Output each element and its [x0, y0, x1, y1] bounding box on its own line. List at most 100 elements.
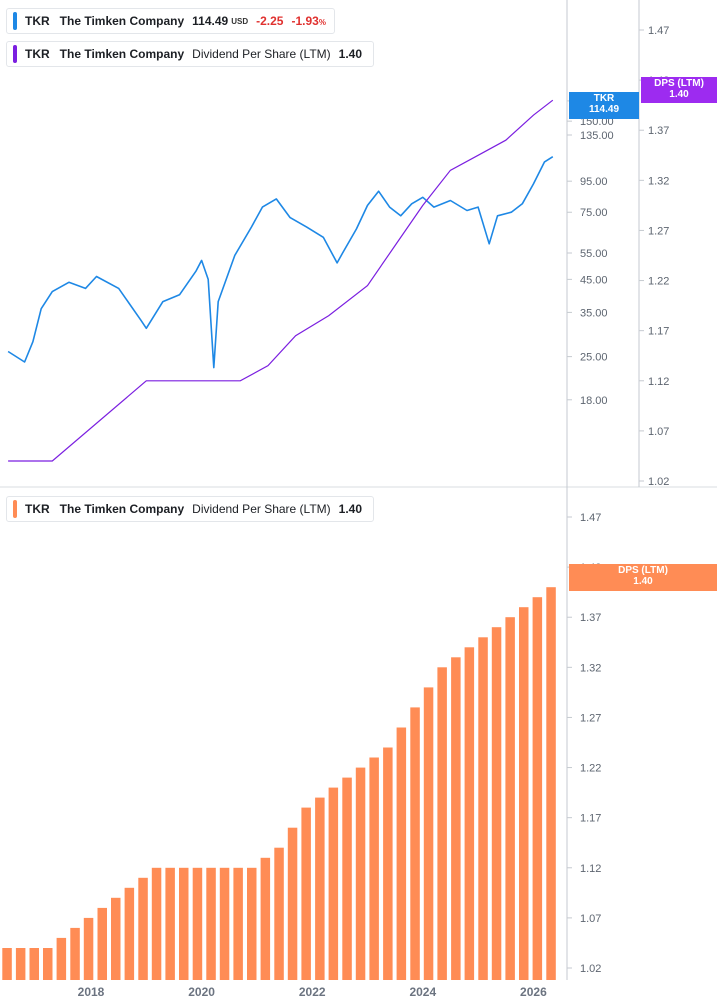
- bar-axis-tick-label: 1.47: [580, 512, 601, 524]
- dps-bar-chart-panel: [2, 587, 556, 980]
- dps-bar-swatch: [13, 500, 17, 518]
- x-axis-year-label: 2018: [78, 985, 105, 999]
- dps-axis-tick-label: 1.17: [648, 326, 669, 338]
- dps-bar: [97, 907, 107, 980]
- price-chart-panel: [7, 99, 554, 462]
- dps-last-value-tag-top: DPS (LTM) 1.40: [641, 77, 717, 103]
- price-series-line: [7, 156, 554, 369]
- dps-bar: [233, 867, 243, 980]
- dps-bar: [111, 897, 121, 980]
- dps-bar: [519, 607, 529, 980]
- price-last-value-tag: TKR 114.49: [569, 92, 639, 119]
- dps-bar: [342, 777, 352, 980]
- dps-bar: [396, 727, 407, 980]
- legend-price-value: 114.49: [192, 14, 229, 28]
- legend-company-name: The Timken Company: [59, 47, 185, 61]
- legend-company-name: The Timken Company: [59, 502, 185, 516]
- dps-bar: [423, 687, 434, 980]
- dps-series-line: [8, 99, 554, 462]
- bar-axis-tick-label: 1.02: [580, 963, 601, 975]
- dps-axis-tick-label: 1.22: [648, 276, 669, 288]
- bar-axis-tick-label: 1.22: [580, 763, 601, 775]
- dps-bar: [15, 948, 26, 980]
- dps-bar: [206, 867, 216, 980]
- price-axis-tick-label: 35.00: [580, 307, 608, 319]
- dps-bar: [70, 927, 80, 980]
- dps-axis-tick-label: 1.32: [648, 175, 669, 187]
- dps-axis-tick-label: 1.27: [648, 225, 669, 237]
- dps-bar: [179, 867, 189, 980]
- dps-bar: [315, 797, 325, 980]
- dps-bar: [532, 597, 543, 980]
- bar-axis-tick-label: 1.12: [580, 863, 601, 875]
- legend-ticker: TKR: [25, 502, 50, 516]
- dps-bar: [451, 657, 461, 980]
- dps-bar: [151, 867, 162, 980]
- legend-metric-name: Dividend Per Share (LTM): [192, 502, 331, 516]
- dps-bar: [546, 587, 556, 980]
- dps-bar: [165, 867, 175, 980]
- bar-axis-tick-label: 1.27: [580, 712, 601, 724]
- dps-last-value-tag-bottom: DPS (LTM) 1.40: [569, 564, 717, 591]
- dps-bar: [491, 627, 502, 980]
- dps-bar: [29, 948, 39, 980]
- dps-bar: [383, 747, 393, 980]
- dps-axis-tick-label: 1.12: [648, 376, 669, 388]
- legend-metric-value: 1.40: [338, 502, 363, 516]
- dps-bar: [83, 917, 94, 980]
- bar-axis-tick-label: 1.07: [580, 913, 601, 925]
- dps-bar: [464, 647, 475, 980]
- dps-bar: [43, 948, 53, 980]
- dps-bar: [247, 867, 257, 980]
- legend-price-change-pct: -1.93%: [291, 14, 326, 28]
- price-legend[interactable]: TKR The Timken Company 114.49 USD -2.25 …: [6, 8, 335, 34]
- dps-axis-tick-label: 1.37: [648, 125, 669, 137]
- dps-bar: [301, 807, 311, 980]
- legend-ticker: TKR: [25, 47, 50, 61]
- dps-axis-tick-label: 1.47: [648, 25, 669, 37]
- dps-bar: [355, 767, 366, 980]
- price-axis-tick-label: 95.00: [580, 176, 608, 188]
- bar-axis-tick-label: 1.37: [580, 612, 601, 624]
- price-series-swatch: [13, 12, 17, 30]
- dps-bar: [328, 787, 339, 980]
- x-axis-year-label: 2020: [188, 985, 215, 999]
- x-axis-year-label: 2022: [299, 985, 326, 999]
- legend-metric-name: Dividend Per Share (LTM): [192, 47, 331, 61]
- dps-bar: [260, 857, 271, 980]
- x-axis-year-label: 2024: [409, 985, 436, 999]
- price-axis-tick-label: 150.00: [580, 116, 614, 128]
- legend-currency: USD: [231, 16, 249, 26]
- dps-legend-bottom[interactable]: TKR The Timken Company Dividend Per Shar…: [6, 496, 375, 522]
- dps-bar: [138, 877, 148, 980]
- dps-bar: [478, 637, 488, 980]
- dps-bar: [369, 757, 379, 980]
- dps-legend-top[interactable]: TKR The Timken Company Dividend Per Shar…: [6, 41, 375, 67]
- x-axis-year-label: 2026: [520, 985, 547, 999]
- dps-bar: [410, 707, 420, 980]
- dps-bar: [219, 867, 230, 980]
- bar-axis-tick-label: 1.32: [580, 662, 601, 674]
- dps-bar: [124, 887, 135, 980]
- dps-bar: [437, 667, 447, 980]
- dps-series-swatch: [13, 45, 17, 63]
- price-axis-tick-label: 45.00: [580, 274, 608, 286]
- bar-axis-tick-label: 1.17: [580, 813, 601, 825]
- dps-axis-tick-label: 1.02: [648, 476, 669, 488]
- price-axis-tick-label: 25.00: [580, 352, 608, 364]
- dps-axis-tick-label: 1.07: [648, 426, 669, 438]
- price-axis-tick-label: 75.00: [580, 207, 608, 219]
- dps-bar: [192, 867, 203, 980]
- dps-bar: [56, 937, 67, 980]
- price-axis-tick-label: 18.00: [580, 395, 608, 407]
- legend-price-change: -2.25: [256, 14, 284, 28]
- dps-bar: [274, 847, 284, 980]
- legend-metric-value: 1.40: [338, 47, 363, 61]
- legend-ticker: TKR: [25, 14, 50, 28]
- price-axis-tick-label: 135.00: [580, 130, 614, 142]
- dps-bar: [2, 948, 12, 980]
- legend-company-name: The Timken Company: [59, 14, 185, 28]
- dps-bar: [287, 827, 298, 980]
